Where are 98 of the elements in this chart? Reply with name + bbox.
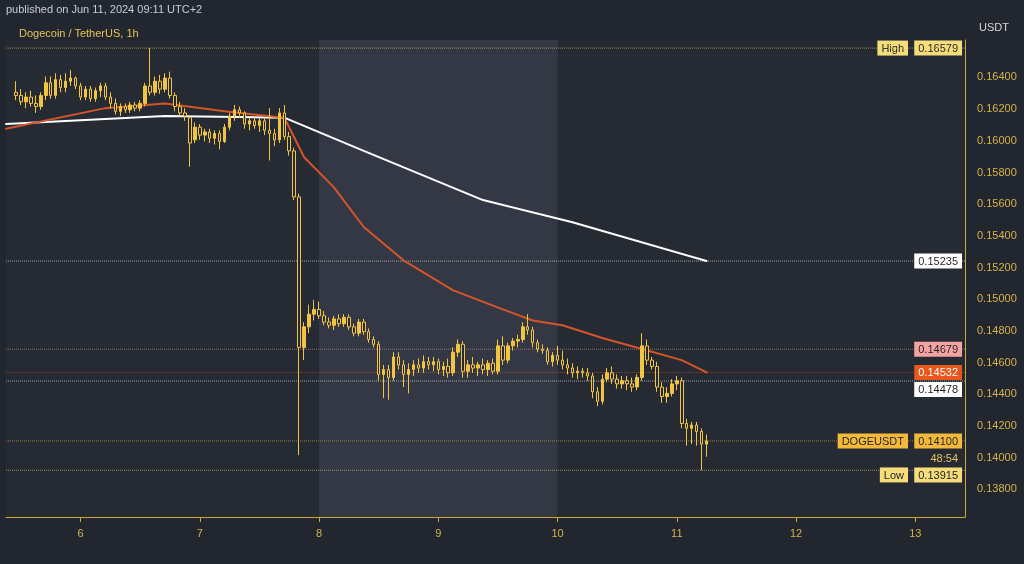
y-tick-label: 0.16200	[977, 102, 1017, 115]
candlestick	[387, 364, 390, 401]
y-tick-label: 0.16400	[977, 70, 1017, 83]
y-tick-label: 0.15800	[977, 165, 1017, 178]
y-axis-title: USDT	[979, 20, 1010, 33]
y-tick-label: 0.16000	[977, 133, 1017, 146]
candlestick	[596, 386, 599, 407]
candlestick	[278, 107, 281, 144]
candlestick	[432, 356, 435, 372]
candlestick	[273, 128, 276, 147]
candlestick	[377, 340, 380, 382]
candlestick	[54, 72, 57, 100]
x-tick-label: 13	[909, 526, 922, 539]
candlestick	[417, 358, 420, 374]
y-tick-label: 0.15200	[977, 260, 1017, 273]
candlestick	[223, 123, 226, 144]
candlestick	[561, 350, 564, 371]
x-tick-label: 9	[435, 526, 442, 539]
annotation: DOGEUSDT	[841, 434, 905, 447]
candlestick	[412, 359, 415, 377]
candlestick	[84, 85, 87, 101]
annotation: High	[881, 42, 904, 55]
candlestick	[243, 110, 246, 130]
candlestick	[402, 359, 405, 388]
x-tick-label: 7	[196, 526, 203, 539]
candlestick	[99, 82, 102, 98]
candlestick	[586, 367, 589, 382]
y-tick-label: 0.15000	[977, 292, 1017, 305]
candlestick	[397, 351, 400, 371]
candlestick	[700, 427, 703, 471]
chart-title: Dogecoin / TetherUS, 1h	[19, 26, 139, 39]
candlestick	[581, 367, 584, 379]
x-tick-label: 10	[551, 526, 564, 539]
candlestick	[551, 351, 554, 367]
candlestick	[695, 421, 698, 447]
x-tick-label: 6	[77, 526, 84, 539]
annotation: 48:54	[930, 451, 958, 464]
candlestick	[556, 345, 559, 366]
ref-line-label: 0.14532	[918, 366, 958, 379]
x-tick-label: 12	[789, 526, 803, 539]
candlestick	[89, 85, 92, 103]
y-tick-label: 0.15400	[977, 228, 1017, 241]
candlestick	[576, 365, 579, 380]
y-tick-label: 0.14400	[977, 387, 1017, 400]
ref-line-label: 0.15235	[918, 255, 958, 268]
candlestick	[690, 421, 693, 445]
candlestick	[109, 91, 112, 109]
ref-line-label: 0.13915	[918, 468, 958, 481]
candlestick	[74, 75, 77, 90]
candlestick	[94, 87, 97, 103]
candlestick	[382, 364, 385, 399]
candlestick	[258, 117, 261, 133]
candlestick	[427, 356, 430, 371]
candlestick	[69, 69, 72, 87]
candlestick	[263, 117, 266, 136]
candlestick	[705, 434, 708, 458]
candlestick	[372, 335, 375, 348]
candlestick	[591, 372, 594, 399]
ref-line-label: 0.14478	[918, 383, 958, 396]
candlestick	[268, 107, 271, 161]
candlestick	[119, 102, 122, 117]
y-tick-label: 0.13800	[977, 482, 1017, 495]
candlestick	[233, 104, 236, 122]
ref-line-label: 0.14679	[918, 343, 958, 356]
candlestick	[541, 343, 544, 355]
text: published on Jun 11, 2024 09:11 UTC+2	[6, 3, 203, 15]
line-series	[5, 115, 708, 263]
candlestick	[64, 72, 67, 93]
candlestick	[228, 112, 231, 131]
candlestick	[213, 129, 216, 146]
candlestick	[566, 358, 569, 375]
candlestick	[218, 129, 221, 150]
x-tick-label: 8	[315, 526, 323, 539]
ref-line-label: 0.16579	[918, 42, 958, 55]
y-tick-label: 0.14600	[977, 355, 1017, 368]
y-tick-label: 0.14000	[977, 450, 1017, 463]
candlestick	[238, 106, 241, 119]
ref-line-label: 0.14100	[918, 434, 958, 447]
candlestick	[59, 74, 62, 93]
candlestick	[536, 339, 539, 353]
candlestick	[531, 326, 534, 348]
candlestick	[407, 362, 410, 394]
candlestick	[437, 358, 440, 375]
x-tick-label: 11	[671, 526, 683, 539]
candlestick	[422, 354, 425, 374]
candlestick	[571, 362, 574, 379]
candlestick	[79, 82, 82, 101]
y-tick-label: 0.15600	[977, 197, 1017, 210]
candlestick	[248, 117, 251, 131]
line-series	[5, 102, 708, 374]
candlestick	[114, 98, 117, 115]
candlestick	[253, 115, 256, 130]
candlestick	[392, 351, 395, 382]
annotation: Low	[883, 468, 905, 481]
candlestick	[104, 82, 107, 101]
candlestick	[546, 346, 549, 366]
y-tick-label: 0.14800	[977, 324, 1017, 336]
y-tick-label: 0.14200	[977, 419, 1017, 432]
